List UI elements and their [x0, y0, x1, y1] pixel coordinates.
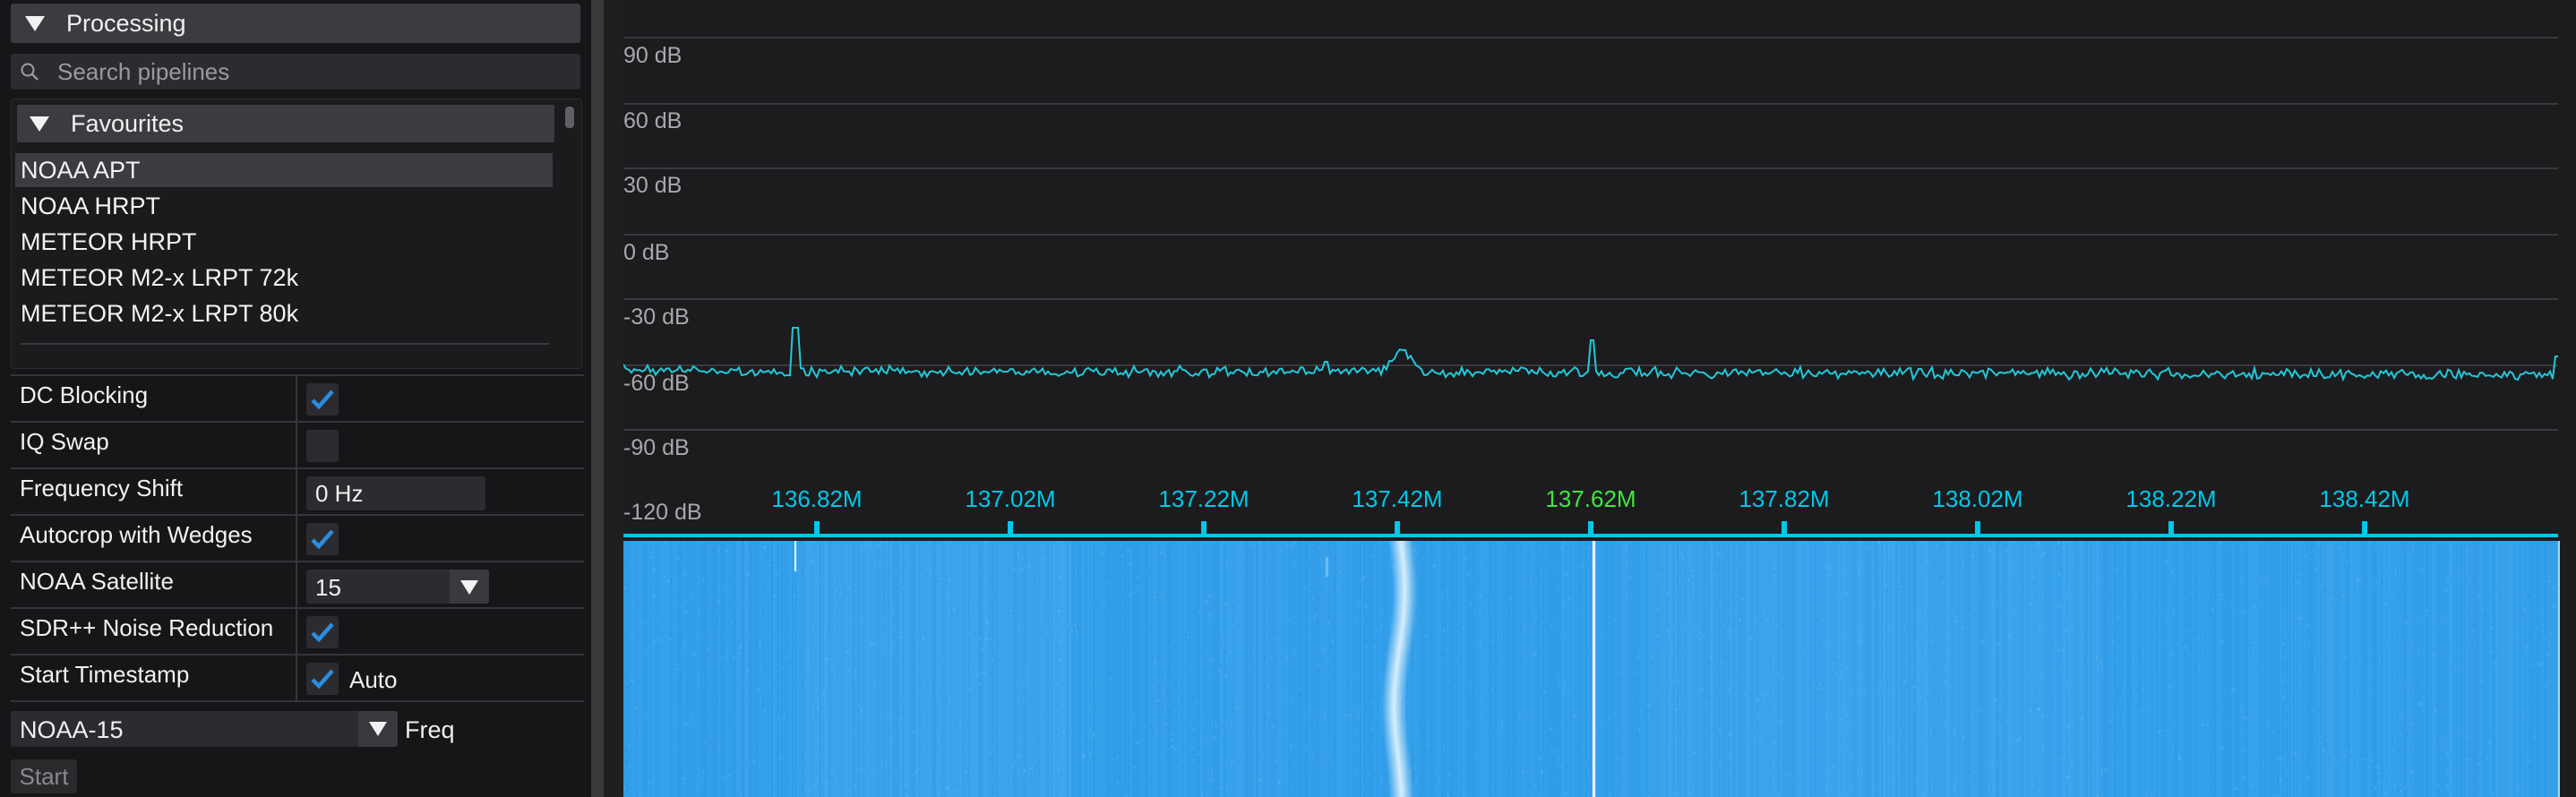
setting-row-autocrop: Autocrop with Wedges [11, 516, 584, 562]
right-margin [2560, 0, 2576, 797]
frequency-tick [1008, 521, 1013, 536]
pipeline-list: Favourites NOAA APT NOAA HRPT METEOR HRP… [11, 99, 582, 369]
processing-title: Processing [66, 9, 186, 37]
pipeline-item-noaa-hrpt[interactable]: NOAA HRPT [21, 193, 161, 219]
favourites-title: Favourites [71, 109, 185, 137]
list-divider [21, 343, 549, 345]
setting-label: Autocrop with Wedges [20, 521, 253, 548]
satellite-select[interactable]: NOAA-15 [11, 711, 398, 747]
dropdown-button[interactable] [358, 711, 398, 747]
frequency-label: 137.62M [1545, 485, 1636, 512]
db-label: 30 dB [623, 173, 682, 198]
checkmark-icon [311, 669, 334, 690]
frequency-label: 138.42M [2319, 485, 2409, 512]
db-label: -120 dB [623, 500, 702, 525]
frequency-tick [2362, 521, 2367, 536]
processing-header[interactable]: Processing [11, 4, 580, 43]
collapse-triangle-icon [25, 15, 45, 31]
setting-label: NOAA Satellite [20, 568, 174, 595]
select-value: NOAA-15 [20, 716, 124, 743]
noaa-satellite-select[interactable]: 15 [306, 570, 489, 604]
setting-label: DC Blocking [20, 381, 149, 408]
frequency-label: 137.82M [1739, 485, 1829, 512]
processing-panel: Processing Favourites NOAA APT NOAA HRPT… [0, 0, 591, 797]
satellite-row: NOAA-15 Freq [11, 707, 584, 752]
frequency-tick [1395, 521, 1400, 536]
db-label: 60 dB [623, 108, 682, 133]
pipeline-settings-table: DC Blocking IQ Swap Frequency Shift 0 Hz… [11, 374, 584, 702]
panel-splitter[interactable] [591, 0, 604, 797]
frequency-label: 138.02M [1932, 485, 2022, 512]
panel-gutter [604, 0, 623, 797]
search-input[interactable] [57, 57, 559, 86]
frequency-shift-input[interactable]: 0 Hz [306, 476, 485, 510]
pipeline-item-noaa-apt[interactable]: NOAA APT [15, 153, 553, 187]
collapse-triangle-icon [30, 116, 49, 132]
start-button[interactable]: Start [11, 759, 77, 793]
dropdown-button[interactable] [450, 570, 489, 604]
db-label: 90 dB [623, 43, 682, 68]
frequency-tick [1975, 521, 1980, 536]
setting-label: Start Timestamp [20, 661, 190, 688]
waterfall-canvas [623, 541, 2560, 797]
pipeline-item-meteor-lrpt-72k[interactable]: METEOR M2-x LRPT 72k [21, 264, 299, 291]
frequency-label: 137.02M [965, 485, 1055, 512]
frequency-tick [1782, 521, 1787, 536]
setting-row-iq-swap: IQ Swap [11, 423, 584, 469]
db-label: -90 dB [623, 435, 690, 460]
frequency-tick [2168, 521, 2174, 536]
select-value: 15 [315, 574, 341, 601]
dc-blocking-checkbox[interactable] [306, 383, 339, 416]
waterfall-display[interactable] [623, 541, 2560, 797]
spectrum-trace [623, 327, 2558, 382]
pipeline-item-meteor-lrpt-80k[interactable]: METEOR M2-x LRPT 80k [21, 300, 299, 327]
frequency-label: 138.22M [2125, 485, 2216, 512]
db-label: 0 dB [623, 240, 669, 265]
setting-row-frequency-shift: Frequency Shift 0 Hz [11, 469, 584, 516]
setting-row-dc-blocking: DC Blocking [11, 376, 584, 423]
setting-label: IQ Swap [20, 428, 109, 455]
setting-row-sdrpp-noise: SDR++ Noise Reduction [11, 609, 584, 656]
iq-swap-checkbox[interactable] [306, 430, 339, 462]
frequency-label: 136.82M [771, 485, 862, 512]
pipeline-scrollbar[interactable] [563, 103, 576, 363]
sdrpp-noise-checkbox[interactable] [306, 616, 339, 648]
checkmark-icon [311, 390, 334, 410]
start-timestamp-auto-checkbox[interactable] [306, 663, 339, 695]
frequency-tick [1201, 521, 1206, 536]
autocrop-checkbox[interactable] [306, 523, 339, 555]
auto-label: Auto [349, 666, 398, 693]
freq-label: Freq [405, 716, 455, 743]
setting-row-noaa-satellite: NOAA Satellite 15 [11, 562, 584, 609]
frequency-label: 137.22M [1158, 485, 1249, 512]
frequency-label: 137.42M [1352, 485, 1442, 512]
frequency-tick [1588, 521, 1593, 536]
fft-spectrum[interactable]: 90 dB 60 dB 30 dB 0 dB -30 dB -60 dB -90 dB -12… [623, 0, 2558, 537]
pipeline-search[interactable] [11, 54, 580, 90]
scrollbar-thumb[interactable] [565, 107, 574, 128]
setting-label: Frequency Shift [20, 475, 184, 501]
chevron-down-icon [460, 580, 478, 595]
checkmark-icon [311, 529, 334, 550]
search-icon [21, 63, 39, 81]
frequency-tick [814, 521, 820, 536]
setting-row-start-timestamp: Start Timestamp Auto [11, 656, 584, 702]
favourites-header[interactable]: Favourites [17, 105, 554, 142]
setting-label: SDR++ Noise Reduction [20, 614, 274, 641]
chevron-down-icon [369, 722, 387, 736]
fft-inner: 90 dB 60 dB 30 dB 0 dB -30 dB -60 dB -90 dB -12… [623, 0, 2558, 537]
db-label: -30 dB [623, 304, 690, 330]
checkmark-icon [311, 622, 334, 643]
pipeline-item-meteor-hrpt[interactable]: METEOR HRPT [21, 228, 197, 255]
